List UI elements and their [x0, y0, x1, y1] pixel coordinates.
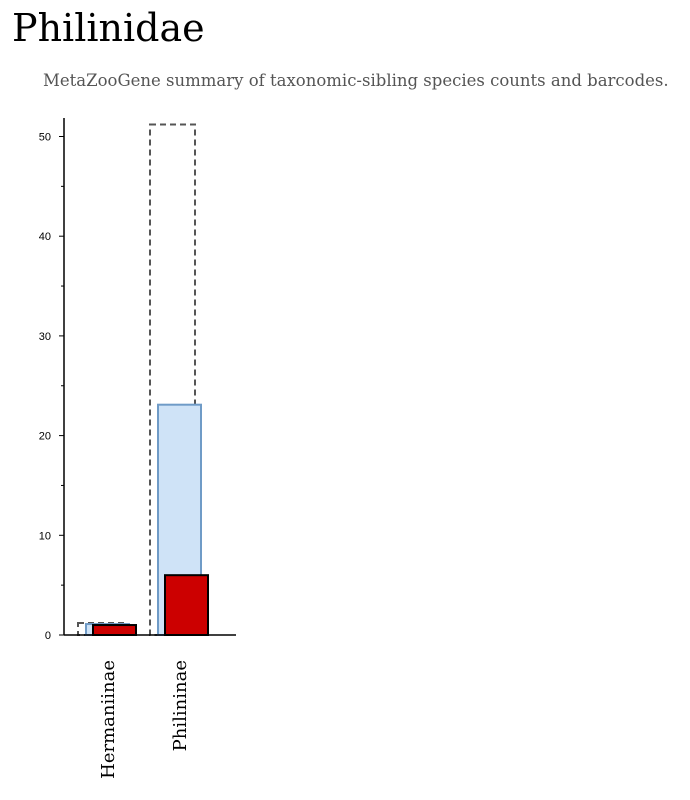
- page-title: Philinidae: [12, 6, 205, 50]
- y-tick-label-30: 30: [39, 331, 51, 343]
- bar-outline-philininae: [149, 123, 196, 636]
- x-tick-label-philininae: Philininae: [170, 660, 191, 751]
- bars-layer: [77, 123, 209, 637]
- y-tick-label-10: 10: [39, 530, 51, 542]
- y-tick-label-50: 50: [39, 132, 51, 144]
- y-tick-label-0: 0: [45, 630, 51, 642]
- bar-barcode-hermaniinae: [92, 624, 137, 637]
- bar-barcode-philininae: [164, 574, 209, 636]
- y-tick-label-40: 40: [39, 231, 51, 243]
- y-tick-label-20: 20: [39, 431, 51, 443]
- page-subtitle: MetaZooGene summary of taxonomic-sibling…: [43, 71, 669, 90]
- axes-layer: Hermaniinae Philininae 0 10 20 30 40 50: [39, 118, 236, 779]
- x-tick-label-hermaniinae: Hermaniinae: [98, 660, 119, 779]
